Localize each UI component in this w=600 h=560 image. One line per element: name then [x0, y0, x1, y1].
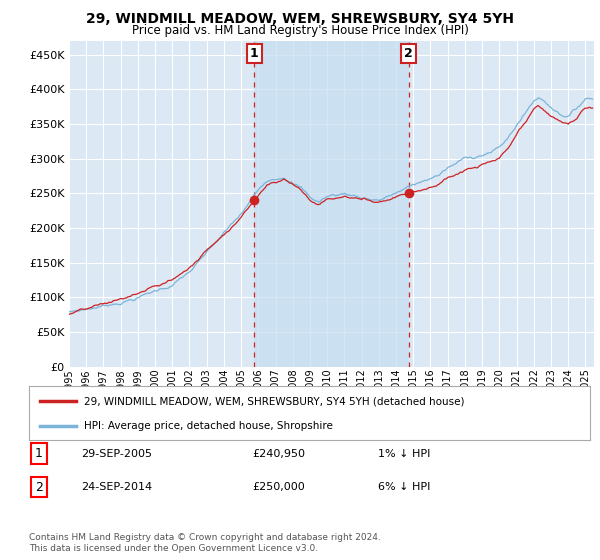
- Text: 24-SEP-2014: 24-SEP-2014: [81, 482, 152, 492]
- Text: HPI: Average price, detached house, Shropshire: HPI: Average price, detached house, Shro…: [84, 421, 332, 431]
- Text: 6% ↓ HPI: 6% ↓ HPI: [378, 482, 430, 492]
- Text: 29, WINDMILL MEADOW, WEM, SHREWSBURY, SY4 5YH: 29, WINDMILL MEADOW, WEM, SHREWSBURY, SY…: [86, 12, 514, 26]
- Text: 29, WINDMILL MEADOW, WEM, SHREWSBURY, SY4 5YH (detached house): 29, WINDMILL MEADOW, WEM, SHREWSBURY, SY…: [84, 396, 464, 407]
- Text: Contains HM Land Registry data © Crown copyright and database right 2024.
This d: Contains HM Land Registry data © Crown c…: [29, 533, 380, 553]
- Text: 1% ↓ HPI: 1% ↓ HPI: [378, 449, 430, 459]
- Text: 2: 2: [404, 47, 413, 60]
- Text: £250,000: £250,000: [252, 482, 305, 492]
- Text: £240,950: £240,950: [252, 449, 305, 459]
- Text: 1: 1: [35, 447, 43, 460]
- Text: Price paid vs. HM Land Registry's House Price Index (HPI): Price paid vs. HM Land Registry's House …: [131, 24, 469, 37]
- Bar: [254, 41, 409, 367]
- Text: 29-SEP-2005: 29-SEP-2005: [81, 449, 152, 459]
- Text: 2: 2: [35, 480, 43, 494]
- Text: 1: 1: [250, 47, 259, 60]
